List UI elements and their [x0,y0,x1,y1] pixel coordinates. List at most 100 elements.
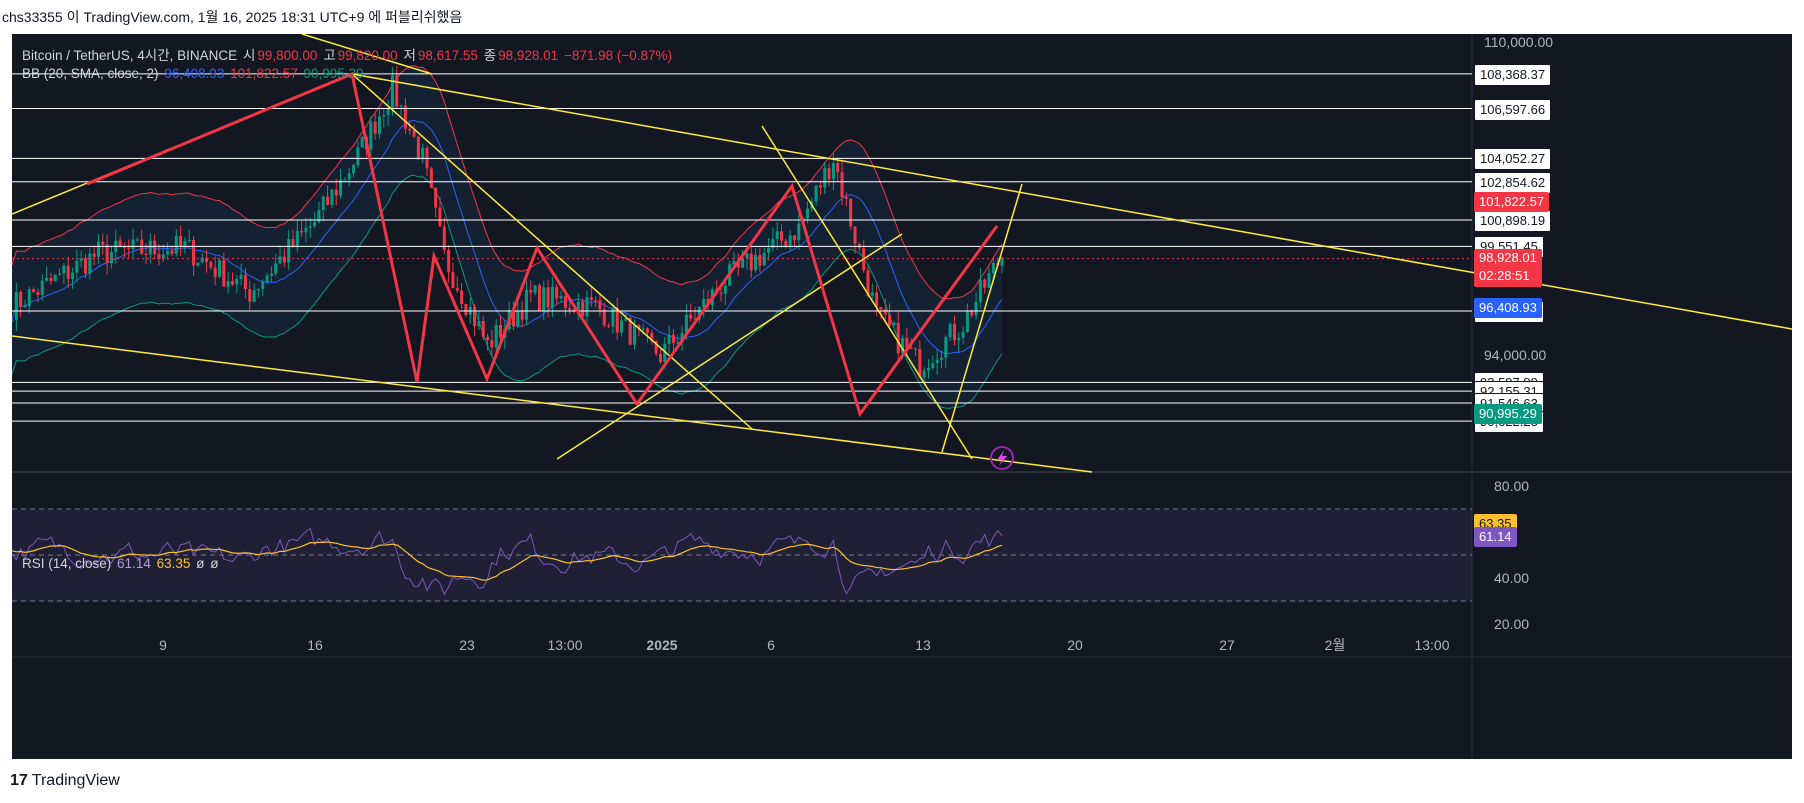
candle-body [537,285,541,311]
brand-name[interactable]: TradingView [31,772,120,789]
symbol-name[interactable]: Bitcoin / TetherUS, 4시간, BINANCE [22,48,238,63]
rsi-value-axis-label[interactable]: 61.14 [1474,527,1517,548]
rsi-axis-tick: 40.00 [1494,570,1529,586]
time-axis-tick: 20 [1067,637,1083,653]
trendline[interactable] [941,183,1023,453]
candle-body [153,240,157,255]
candle-body [637,324,641,329]
bb-lower-line[interactable] [12,174,1003,409]
candle-body [49,277,53,282]
candle-body [53,274,57,282]
candle-body [775,231,779,240]
price-level-label[interactable]: 108,368.37 [1474,63,1552,86]
candle-body [96,241,100,257]
chart-canvas[interactable]: 110,000.00 94,000.00 80.00 40.00 20.00 9 16 23 1… [12,34,1792,759]
price-level-label[interactable]: 106,597.66 [1474,98,1552,121]
price-axis-tick: 110,000.00 [1484,34,1553,50]
bb-name: BB (20, SMA, close, 2) [22,66,159,81]
candle-body [161,254,165,259]
candle-body [909,347,913,349]
candle-body [723,285,727,294]
last-price-label[interactable]: 98,928.01 02:28:51 [1474,248,1542,287]
chart-area[interactable]: 110,000.00 94,000.00 80.00 40.00 20.00 9 16 23 1… [12,34,1792,759]
candle-body [762,252,766,266]
candle-body [516,311,520,327]
rsi-axis-tick: 80.00 [1494,478,1529,494]
candle-body [170,250,174,254]
candle-body [524,289,528,320]
rsi-legend[interactable]: RSI (14, close) 61.14 63.35 ø ø [22,556,220,571]
bb-basis-price-label[interactable]: 96,408.93 [1474,297,1542,318]
trendline[interactable] [301,34,433,75]
candle-body [901,338,905,354]
candle-body [382,115,386,117]
candle-body [19,291,23,307]
candle-body [230,281,234,285]
candle-body [888,314,892,326]
candle-body [83,258,87,274]
candle-body [408,128,412,131]
candle-body [256,288,260,291]
change-value: −871.98 (−0.87%) [563,48,673,63]
candle-body [75,260,79,273]
candle-body [676,342,680,344]
candle-body [412,130,416,137]
candle-body [79,258,83,261]
candle-body [464,304,468,315]
candle-body [27,289,31,307]
bb-lower-price-label[interactable]: 90,995.29 [1474,403,1542,424]
trendline[interactable] [12,335,1093,473]
price-axis-tick: 94,000.00 [1484,347,1546,363]
bb-basis-value: 96,408.93 [164,66,225,81]
candle-body [88,253,92,274]
candle-body [646,328,650,333]
candle-body [499,324,503,338]
price-level-label[interactable]: 100,898.19 [1474,210,1552,233]
candle-body [961,331,965,338]
candle-body [559,295,563,299]
candle-body [92,253,96,257]
candle-body [633,324,637,345]
open-value: 99,800.00 [257,48,318,63]
trendline[interactable] [556,233,903,460]
rsi-ma-line[interactable] [12,541,1003,581]
trendline[interactable] [761,125,973,460]
time-axis-tick: 2월 [1325,637,1346,653]
alert-lightning-icon[interactable] [990,446,1014,470]
bb-legend[interactable]: BB (20, SMA, close, 2) 96,408.93 101,822… [22,66,366,81]
rsi-extra-1: ø [196,556,205,571]
candle-body [460,290,464,305]
candle-body [576,301,580,311]
open-label: 시 [242,48,256,63]
candle-body [334,189,338,196]
candle-body [1000,257,1004,266]
candle-body [122,246,126,248]
candle-body [931,363,935,369]
candle-body [689,314,693,319]
footer: 17 TradingView [0,766,120,796]
candle-body [818,185,822,188]
candle-body [455,288,459,291]
candle-body [589,297,593,300]
candle-body [261,282,265,289]
zigzag-pattern[interactable] [86,71,999,418]
candle-body [697,307,701,320]
candle-body [317,210,321,222]
candle-body [235,278,239,285]
candle-body [581,301,585,317]
candle-body [680,332,684,343]
bb-upper-line[interactable] [12,65,1003,300]
bb-upper-price-label[interactable]: 101,822.57 [1474,191,1550,212]
price-level-label[interactable]: 104,052.27 [1474,148,1552,171]
candle-body [105,244,109,264]
bb-lower-value: 90,995.29 [303,66,364,81]
candle-body [486,336,490,341]
trendline[interactable] [351,73,1792,330]
price-level-label[interactable]: 102,854.62 [1474,171,1552,194]
candle-body [429,168,433,188]
candle-body [792,235,796,241]
tradingview-logo-icon[interactable]: 17 [10,772,28,789]
trendline[interactable] [351,73,753,430]
candle-body [287,239,291,263]
candle-body [836,162,840,173]
